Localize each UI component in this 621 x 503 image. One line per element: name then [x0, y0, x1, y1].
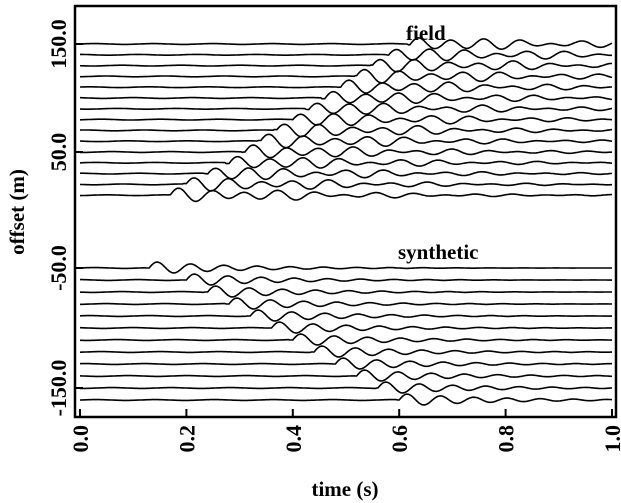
y-tick-label-0: 150.0 [46, 19, 71, 69]
field-trace-1 [80, 48, 612, 62]
field-trace-14 [80, 187, 612, 203]
plot-frame [73, 4, 618, 419]
field-trace-10 [80, 144, 613, 159]
field-trace-11 [79, 155, 613, 169]
synthetic-trace-1 [80, 273, 612, 286]
x-tick-label-1: 0.2 [174, 425, 199, 453]
synthetic-trace-11 [79, 393, 613, 406]
annotation-synthetic: synthetic [398, 240, 479, 264]
field-trace-12 [80, 167, 613, 181]
x-tick-label-0: 0.0 [68, 425, 93, 453]
field-trace-4 [80, 79, 613, 94]
field-trace-7 [80, 112, 613, 127]
x-tick-label-5: 1.0 [600, 425, 621, 453]
x-tick-group: 0.0 0.2 0.4 0.6 0.8 1.0 [68, 409, 621, 453]
synthetic-trace-2 [79, 285, 613, 298]
synthetic-trace-10 [80, 381, 613, 394]
field-trace-6 [80, 102, 613, 115]
synthetic-trace-0 [79, 261, 612, 274]
y-tick-group: 150.0 50.0 -50.0 -150.0 [46, 19, 83, 416]
y-tick-label-3: -150.0 [46, 360, 71, 417]
y-tick-label-1: 50.0 [46, 133, 71, 172]
synthetic-trace-9 [79, 369, 612, 382]
field-trace-0 [79, 37, 613, 51]
synthetic-trace-5 [80, 321, 612, 334]
x-tick-label-3: 0.6 [387, 425, 412, 453]
field-trace-13 [79, 177, 612, 192]
trace-group [79, 37, 613, 406]
x-tick-label-2: 0.4 [281, 425, 306, 453]
field-trace-5 [80, 90, 613, 104]
x-tick-label-4: 0.8 [494, 425, 519, 453]
field-trace-9 [79, 133, 613, 149]
synthetic-trace-6 [80, 333, 612, 346]
synthetic-trace-8 [79, 357, 612, 370]
y-tick-label-2: -50.0 [46, 245, 71, 291]
synthetic-trace-7 [80, 345, 612, 358]
annotation-field: field [406, 21, 446, 45]
field-trace-3 [79, 68, 613, 84]
synthetic-trace-3 [79, 297, 612, 310]
y-axis-label: offset (m) [5, 169, 29, 255]
synthetic-trace-4 [80, 309, 612, 322]
x-axis-label: time (s) [311, 477, 378, 501]
field-trace-8 [79, 123, 613, 138]
field-trace-2 [79, 58, 613, 73]
